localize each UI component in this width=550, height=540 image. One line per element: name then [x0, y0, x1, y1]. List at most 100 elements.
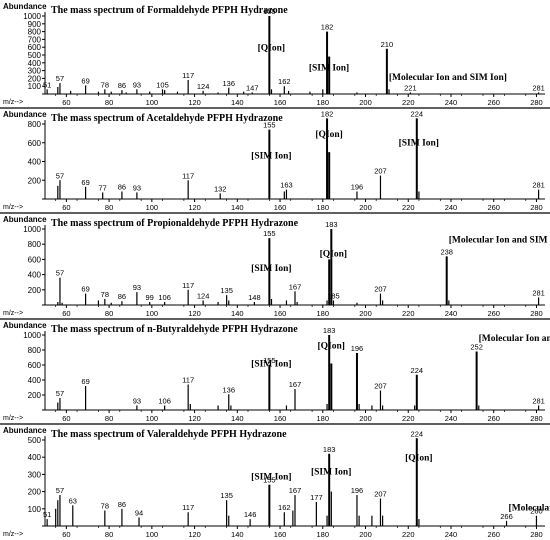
peak-label: 207 — [374, 382, 387, 391]
x-tick-label: 100 — [146, 414, 159, 423]
x-tick-label: 140 — [231, 203, 244, 212]
x-tick-label: 260 — [487, 203, 500, 212]
peak-annotation: [SIM Ion] — [251, 473, 291, 483]
peak-label: 117 — [182, 503, 194, 512]
peak-label: 69 — [81, 178, 89, 187]
peak-label: 252 — [470, 343, 483, 352]
peak-label: 281 — [532, 288, 545, 297]
x-tick-label: 80 — [105, 98, 113, 107]
peak-label: 63 — [69, 496, 77, 505]
peak-label: 224 — [411, 429, 424, 438]
y-tick-label: 200 — [28, 176, 42, 185]
peak-label: 93 — [133, 80, 141, 89]
peak-label: 86 — [118, 183, 126, 192]
peak-label: 136 — [223, 385, 236, 394]
x-tick-label: 200 — [359, 98, 372, 107]
x-tick-label: 200 — [359, 309, 372, 318]
peak-annotation: [Molecular Ion and SIM Ion] — [449, 236, 550, 246]
peak-label: 196 — [351, 344, 364, 353]
peak-label: 99 — [146, 293, 154, 302]
peak-label: 210 — [381, 40, 394, 49]
x-tick-label: 180 — [317, 98, 330, 107]
peak-label: 162 — [278, 503, 291, 512]
y-tick-label: 200 — [28, 74, 42, 83]
peak-label: 266 — [500, 512, 513, 521]
x-tick-label: 220 — [402, 98, 415, 107]
peak-label: 162 — [278, 77, 291, 86]
spectrum-panel-4: Abundance 200 400 600 800 1000 m/z--> 60 80 100 12… — [0, 318, 550, 423]
peak-label: 86 — [118, 81, 126, 90]
y-axis-label: Abundance — [3, 2, 47, 11]
y-tick-label: 800 — [28, 120, 42, 129]
x-tick-label: 180 — [317, 530, 330, 539]
x-tick-label: 180 — [317, 309, 330, 318]
peak-label: 155 — [263, 356, 276, 365]
x-tick-label: 200 — [359, 203, 372, 212]
peak-label: 163 — [280, 181, 293, 190]
y-tick-label: 600 — [28, 361, 42, 370]
x-tick-label: 100 — [146, 98, 159, 107]
y-tick-label: 800 — [28, 240, 42, 249]
x-tick-label: 80 — [105, 309, 113, 318]
peak-label: 183 — [323, 326, 336, 335]
peak-label: 146 — [244, 510, 257, 519]
peak-label: 135 — [220, 491, 233, 500]
x-tick-label: 120 — [188, 98, 201, 107]
peak-label: 167 — [289, 486, 302, 495]
x-tick-label: 240 — [445, 309, 458, 318]
peak-label: 281 — [532, 397, 545, 406]
peak-label: 57 — [56, 389, 64, 398]
y-tick-label: 300 — [28, 470, 42, 479]
y-tick-label: 400 — [28, 376, 42, 385]
peak-label: 281 — [532, 83, 545, 92]
peak-label: 86 — [118, 500, 126, 509]
peak-label: 183 — [325, 220, 338, 229]
y-tick-label: 400 — [28, 158, 42, 167]
peak-label: 77 — [99, 183, 107, 192]
peak-label: 94 — [135, 508, 143, 517]
x-tick-label: 140 — [231, 530, 244, 539]
peak-label: 106 — [158, 293, 171, 302]
spectrum-panel-1: Abundance1002003004005006007008009001000… — [3, 2, 545, 107]
y-axis-label: Abundance — [3, 426, 47, 435]
peak-label: 135 — [220, 286, 233, 295]
peak-label: 105 — [156, 80, 169, 89]
y-axis-label: Abundance — [3, 215, 47, 224]
x-tick-label: 80 — [105, 530, 113, 539]
x-axis-label: m/z--> — [3, 204, 23, 211]
peak-label: 69 — [81, 76, 89, 85]
x-tick-label: 280 — [530, 414, 543, 423]
peak-label: 93 — [133, 183, 141, 192]
x-tick-label: 160 — [274, 203, 287, 212]
y-axis-label: Abundance — [3, 110, 47, 119]
x-tick-label: 180 — [317, 414, 330, 423]
y-tick-label: 400 — [28, 271, 42, 280]
x-tick-label: 120 — [188, 203, 201, 212]
x-tick-label: 280 — [530, 530, 543, 539]
x-axis-label: m/z--> — [3, 99, 23, 106]
x-tick-label: 100 — [146, 530, 159, 539]
peak-annotation: [QIon] — [405, 454, 432, 464]
peak-label: 207 — [374, 285, 387, 294]
x-tick-label: 60 — [62, 98, 70, 107]
x-tick-label: 160 — [274, 530, 287, 539]
spectrum-panel-2: Abundance 200 400 600 800 m/z--> 60 80 100 120 140… — [0, 107, 550, 212]
peak-label: 177 — [310, 493, 323, 502]
peak-label: 147 — [246, 83, 259, 92]
y-tick-label: 100 — [28, 82, 42, 91]
peak-label: 106 — [158, 397, 171, 406]
peak-label: 86 — [118, 292, 126, 301]
chart-title: The mass spectrum of Acetaldehyde PFPH H… — [51, 113, 283, 124]
x-tick-label: 200 — [359, 414, 372, 423]
x-axis-label: m/z--> — [3, 310, 23, 317]
peak-label: 136 — [223, 79, 236, 88]
peak-label: 183 — [323, 445, 336, 454]
x-tick-label: 100 — [146, 203, 159, 212]
x-tick-label: 260 — [487, 530, 500, 539]
peak-label: 57 — [56, 269, 64, 278]
y-tick-label: 900 — [28, 20, 42, 29]
peak-label: 155 — [263, 121, 276, 130]
y-tick-label: 200 — [28, 391, 42, 400]
x-tick-label: 220 — [402, 309, 415, 318]
